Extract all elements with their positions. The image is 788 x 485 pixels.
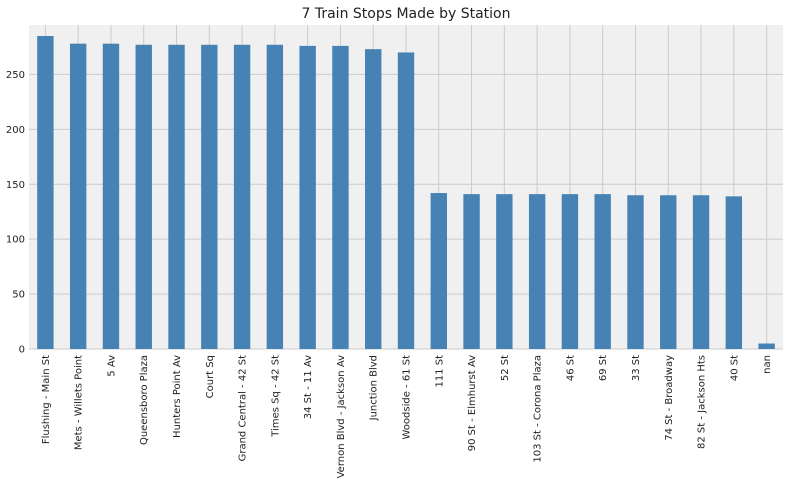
x-tick-label: Queensboro Plaza xyxy=(139,355,150,445)
x-axis-ticks: Flushing - Main St Mets - Willets Point 5 … xyxy=(41,355,773,478)
bar-6 xyxy=(233,44,251,349)
x-tick-label: Court Sq xyxy=(205,355,216,398)
x-tick-label: 5 Av xyxy=(106,355,117,377)
y-tick-label: 250 xyxy=(6,70,25,81)
x-tick-label: 90 St - Elmhurst Av xyxy=(467,355,478,451)
x-tick-label: 46 St xyxy=(565,355,576,381)
x-tick-label: nan xyxy=(762,355,773,374)
chart-title: 7 Train Stops Made by Station xyxy=(302,6,511,22)
bar-13 xyxy=(463,194,480,349)
bar-11 xyxy=(397,52,415,349)
y-tick-label: 0 xyxy=(19,345,25,356)
bar-22 xyxy=(758,343,775,349)
x-tick-label: 34 St - 11 Av xyxy=(303,355,314,419)
x-tick-label: 33 St xyxy=(631,355,642,381)
bar-12 xyxy=(430,193,447,349)
bar-4 xyxy=(168,44,185,349)
x-tick-label: Woodside - 61 St xyxy=(402,355,413,440)
x-tick-label: 111 St xyxy=(434,355,445,388)
x-tick-label: Vernon Blvd - Jackson Av xyxy=(336,355,347,478)
x-tick-label: 82 St - Jackson Hts xyxy=(697,355,708,449)
bar-21 xyxy=(725,196,743,349)
x-tick-label: Flushing - Main St xyxy=(41,355,52,444)
bar-3 xyxy=(135,44,152,349)
x-tick-label: Mets - Willets Point xyxy=(74,355,85,450)
bar-0 xyxy=(37,35,54,349)
bars xyxy=(37,35,775,350)
y-tick-label: 200 xyxy=(6,125,25,136)
x-tick-label: Times Sq - 42 St xyxy=(270,355,281,438)
bar-15 xyxy=(528,194,546,349)
y-tick-label: 100 xyxy=(6,235,25,246)
x-tick-label: 103 St - Corona Plaza xyxy=(533,355,544,463)
bar-9 xyxy=(332,45,349,349)
bar-16 xyxy=(561,194,579,349)
x-tick-label: Hunters Point Av xyxy=(172,355,183,438)
bar-20 xyxy=(692,195,710,349)
x-tick-label: 74 St - Broadway xyxy=(664,355,675,441)
bar-7 xyxy=(266,44,284,349)
y-tick-label: 50 xyxy=(12,290,25,301)
x-tick-label: 69 St xyxy=(598,355,609,381)
bar-19 xyxy=(660,195,677,349)
bar-18 xyxy=(627,195,644,349)
bar-8 xyxy=(299,45,316,349)
bar-2 xyxy=(102,43,120,350)
bar-17 xyxy=(594,194,611,349)
y-tick-label: 150 xyxy=(6,180,25,191)
bar-5 xyxy=(201,44,218,349)
x-tick-label: Junction Blvd xyxy=(369,355,380,421)
bar-1 xyxy=(69,43,87,350)
x-tick-label: 40 St xyxy=(729,355,740,381)
bar-10 xyxy=(365,49,382,349)
x-tick-label: 52 St xyxy=(500,355,511,381)
bar-14 xyxy=(496,194,513,349)
y-axis-ticks: 0 50 100 150 200 250 xyxy=(6,70,25,356)
x-tick-label: Grand Central - 42 St xyxy=(238,355,249,461)
